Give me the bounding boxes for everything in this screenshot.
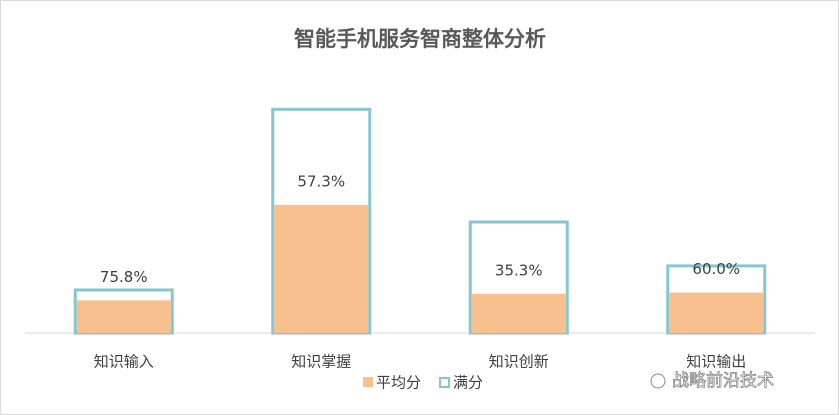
avg-bar [274, 204, 369, 333]
rate-label: 75.8% [100, 268, 148, 286]
avg-bar [76, 300, 171, 333]
rate-label: 35.3% [495, 261, 543, 279]
rate-label: 60.0% [692, 260, 740, 278]
watermark-icon [650, 373, 666, 389]
avg-bar [669, 292, 764, 333]
rate-label: 57.3% [297, 172, 345, 190]
x-tick-label: 知识创新 [489, 353, 549, 371]
legend-swatch [439, 377, 450, 388]
x-tick-label: 知识输出 [686, 353, 746, 371]
legend-label: 平均分 [376, 374, 421, 392]
x-tick-label: 知识输入 [94, 353, 154, 371]
legend-swatch [363, 377, 373, 387]
chart-title: 智能手机服务智商整体分析 [294, 27, 546, 51]
avg-bar [471, 293, 566, 333]
x-tick-label: 知识掌握 [291, 353, 351, 371]
watermark: 战略前沿技术 [672, 371, 774, 391]
legend-label: 满分 [453, 374, 483, 392]
